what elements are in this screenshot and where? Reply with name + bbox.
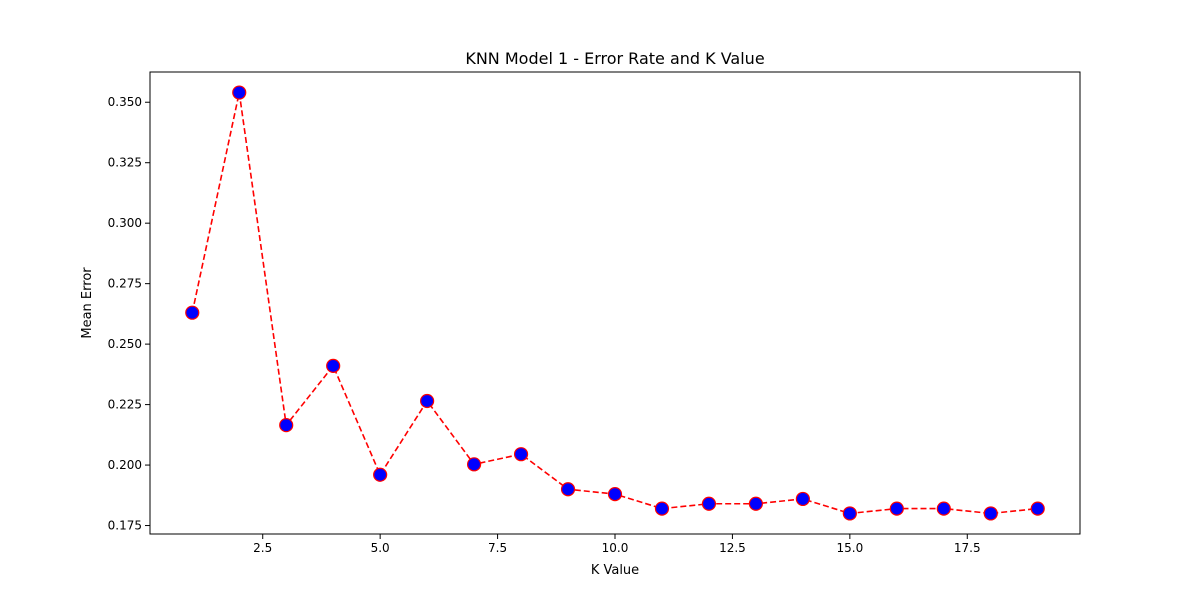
data-point [279, 418, 294, 433]
data-point [1030, 501, 1045, 516]
y-tick-label: 0.350 [108, 95, 142, 109]
x-axis-label: K Value [591, 563, 639, 578]
x-tick-label: 5.0 [371, 541, 390, 555]
data-point [420, 393, 435, 409]
data-point [936, 501, 951, 516]
series-line [191, 92, 1038, 515]
chart-title: KNN Model 1 - Error Rate and K Value [465, 49, 764, 68]
x-tick-label: 2.5 [253, 541, 272, 555]
data-point [983, 506, 998, 521]
data-point [748, 496, 764, 511]
data-point [185, 305, 200, 320]
data-point [842, 506, 857, 521]
data-point [654, 501, 670, 516]
x-tick-label: 7.5 [488, 541, 507, 555]
data-point [326, 358, 341, 373]
x-tick-label: 17.5 [954, 541, 981, 555]
x-tick-label: 15.0 [836, 541, 863, 555]
x-tick-label: 12.5 [719, 541, 746, 555]
series-layer [185, 85, 1045, 521]
data-point [795, 491, 810, 507]
y-tick-label: 0.300 [108, 216, 142, 230]
data-point [889, 501, 904, 516]
data-point [607, 486, 623, 502]
plot-frame [149, 71, 1081, 535]
y-tick-label: 0.325 [108, 156, 142, 170]
y-tick-label: 0.275 [108, 277, 142, 291]
y-axis-label: Mean Error [80, 267, 95, 339]
x-axis-ticks: 2.5 5.0 7.5 10.0 12.5 15.0 17.5 [253, 534, 981, 555]
y-tick-label: 0.250 [108, 337, 142, 351]
y-tick-label: 0.225 [108, 398, 142, 412]
x-tick-label: 10.0 [602, 541, 629, 555]
y-tick-label: 0.200 [108, 458, 142, 472]
y-axis-ticks: 0.175 0.200 0.225 0.250 0.275 0.300 0.325 0.350 [108, 95, 150, 533]
y-tick-label: 0.175 [108, 519, 142, 533]
data-point [560, 482, 576, 497]
data-point [701, 496, 717, 511]
data-point [513, 447, 529, 462]
data-point [373, 467, 388, 482]
data-point [232, 85, 247, 100]
data-point [466, 457, 482, 472]
